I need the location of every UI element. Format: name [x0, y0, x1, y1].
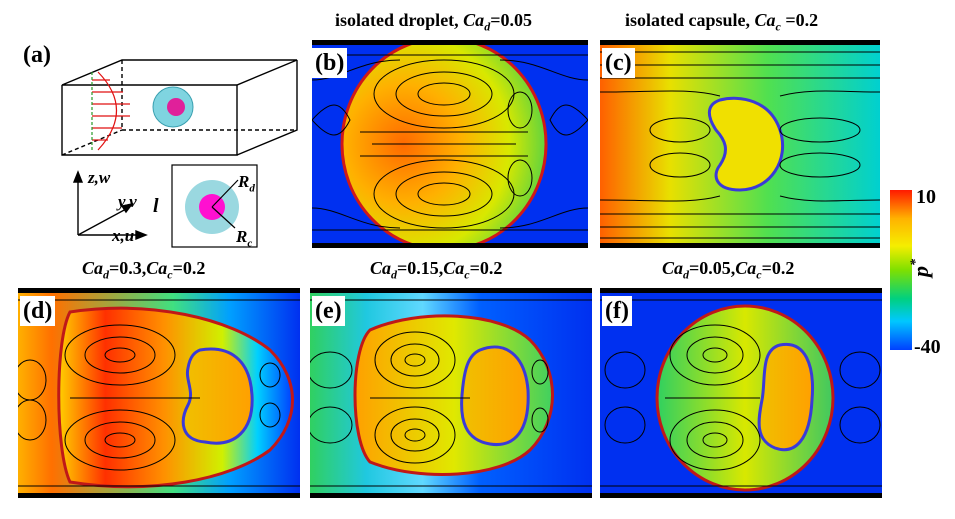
velocity-profile — [91, 71, 130, 151]
title-c: isolated capsule, Cac =0.2 — [625, 10, 819, 34]
panel-b — [312, 40, 588, 248]
title-f: Cad=0.05,Cac=0.2 — [662, 258, 795, 282]
panel-label-f: (f) — [602, 296, 632, 326]
cross-section — [171, 164, 258, 248]
schematic-box — [61, 59, 298, 156]
title-e: Cad=0.15,Cac=0.2 — [370, 258, 503, 282]
colorbar — [890, 190, 912, 350]
panel-c — [600, 40, 880, 248]
label-rd: Rd — [238, 172, 255, 195]
panel-label-d: (d) — [20, 296, 56, 326]
colorbar-min: -40 — [914, 336, 941, 358]
axis-label-z: z,w — [88, 168, 111, 187]
droplet-capsule-3d — [152, 86, 194, 128]
panel-label-a: (a) — [23, 42, 51, 68]
colorbar-variable: p* — [908, 259, 933, 277]
title-b: isolated droplet, Cad=0.05 — [335, 10, 532, 34]
axis-label-y: y,v — [118, 192, 137, 211]
panel-e — [310, 288, 592, 498]
label-rc: Rc — [236, 227, 253, 250]
panel-label-b: (b) — [312, 48, 348, 78]
panel-label-c: (c) — [602, 48, 635, 78]
colorbar-max: 10 — [916, 186, 936, 208]
axis-label-x: x,u — [112, 226, 135, 245]
panel-d — [18, 288, 300, 498]
label-l: l — [153, 195, 159, 217]
axis-triad — [72, 170, 148, 241]
panel-f — [600, 288, 882, 498]
title-d: Cad=0.3,Cac=0.2 — [82, 258, 206, 282]
panel-label-e: (e) — [312, 296, 345, 326]
